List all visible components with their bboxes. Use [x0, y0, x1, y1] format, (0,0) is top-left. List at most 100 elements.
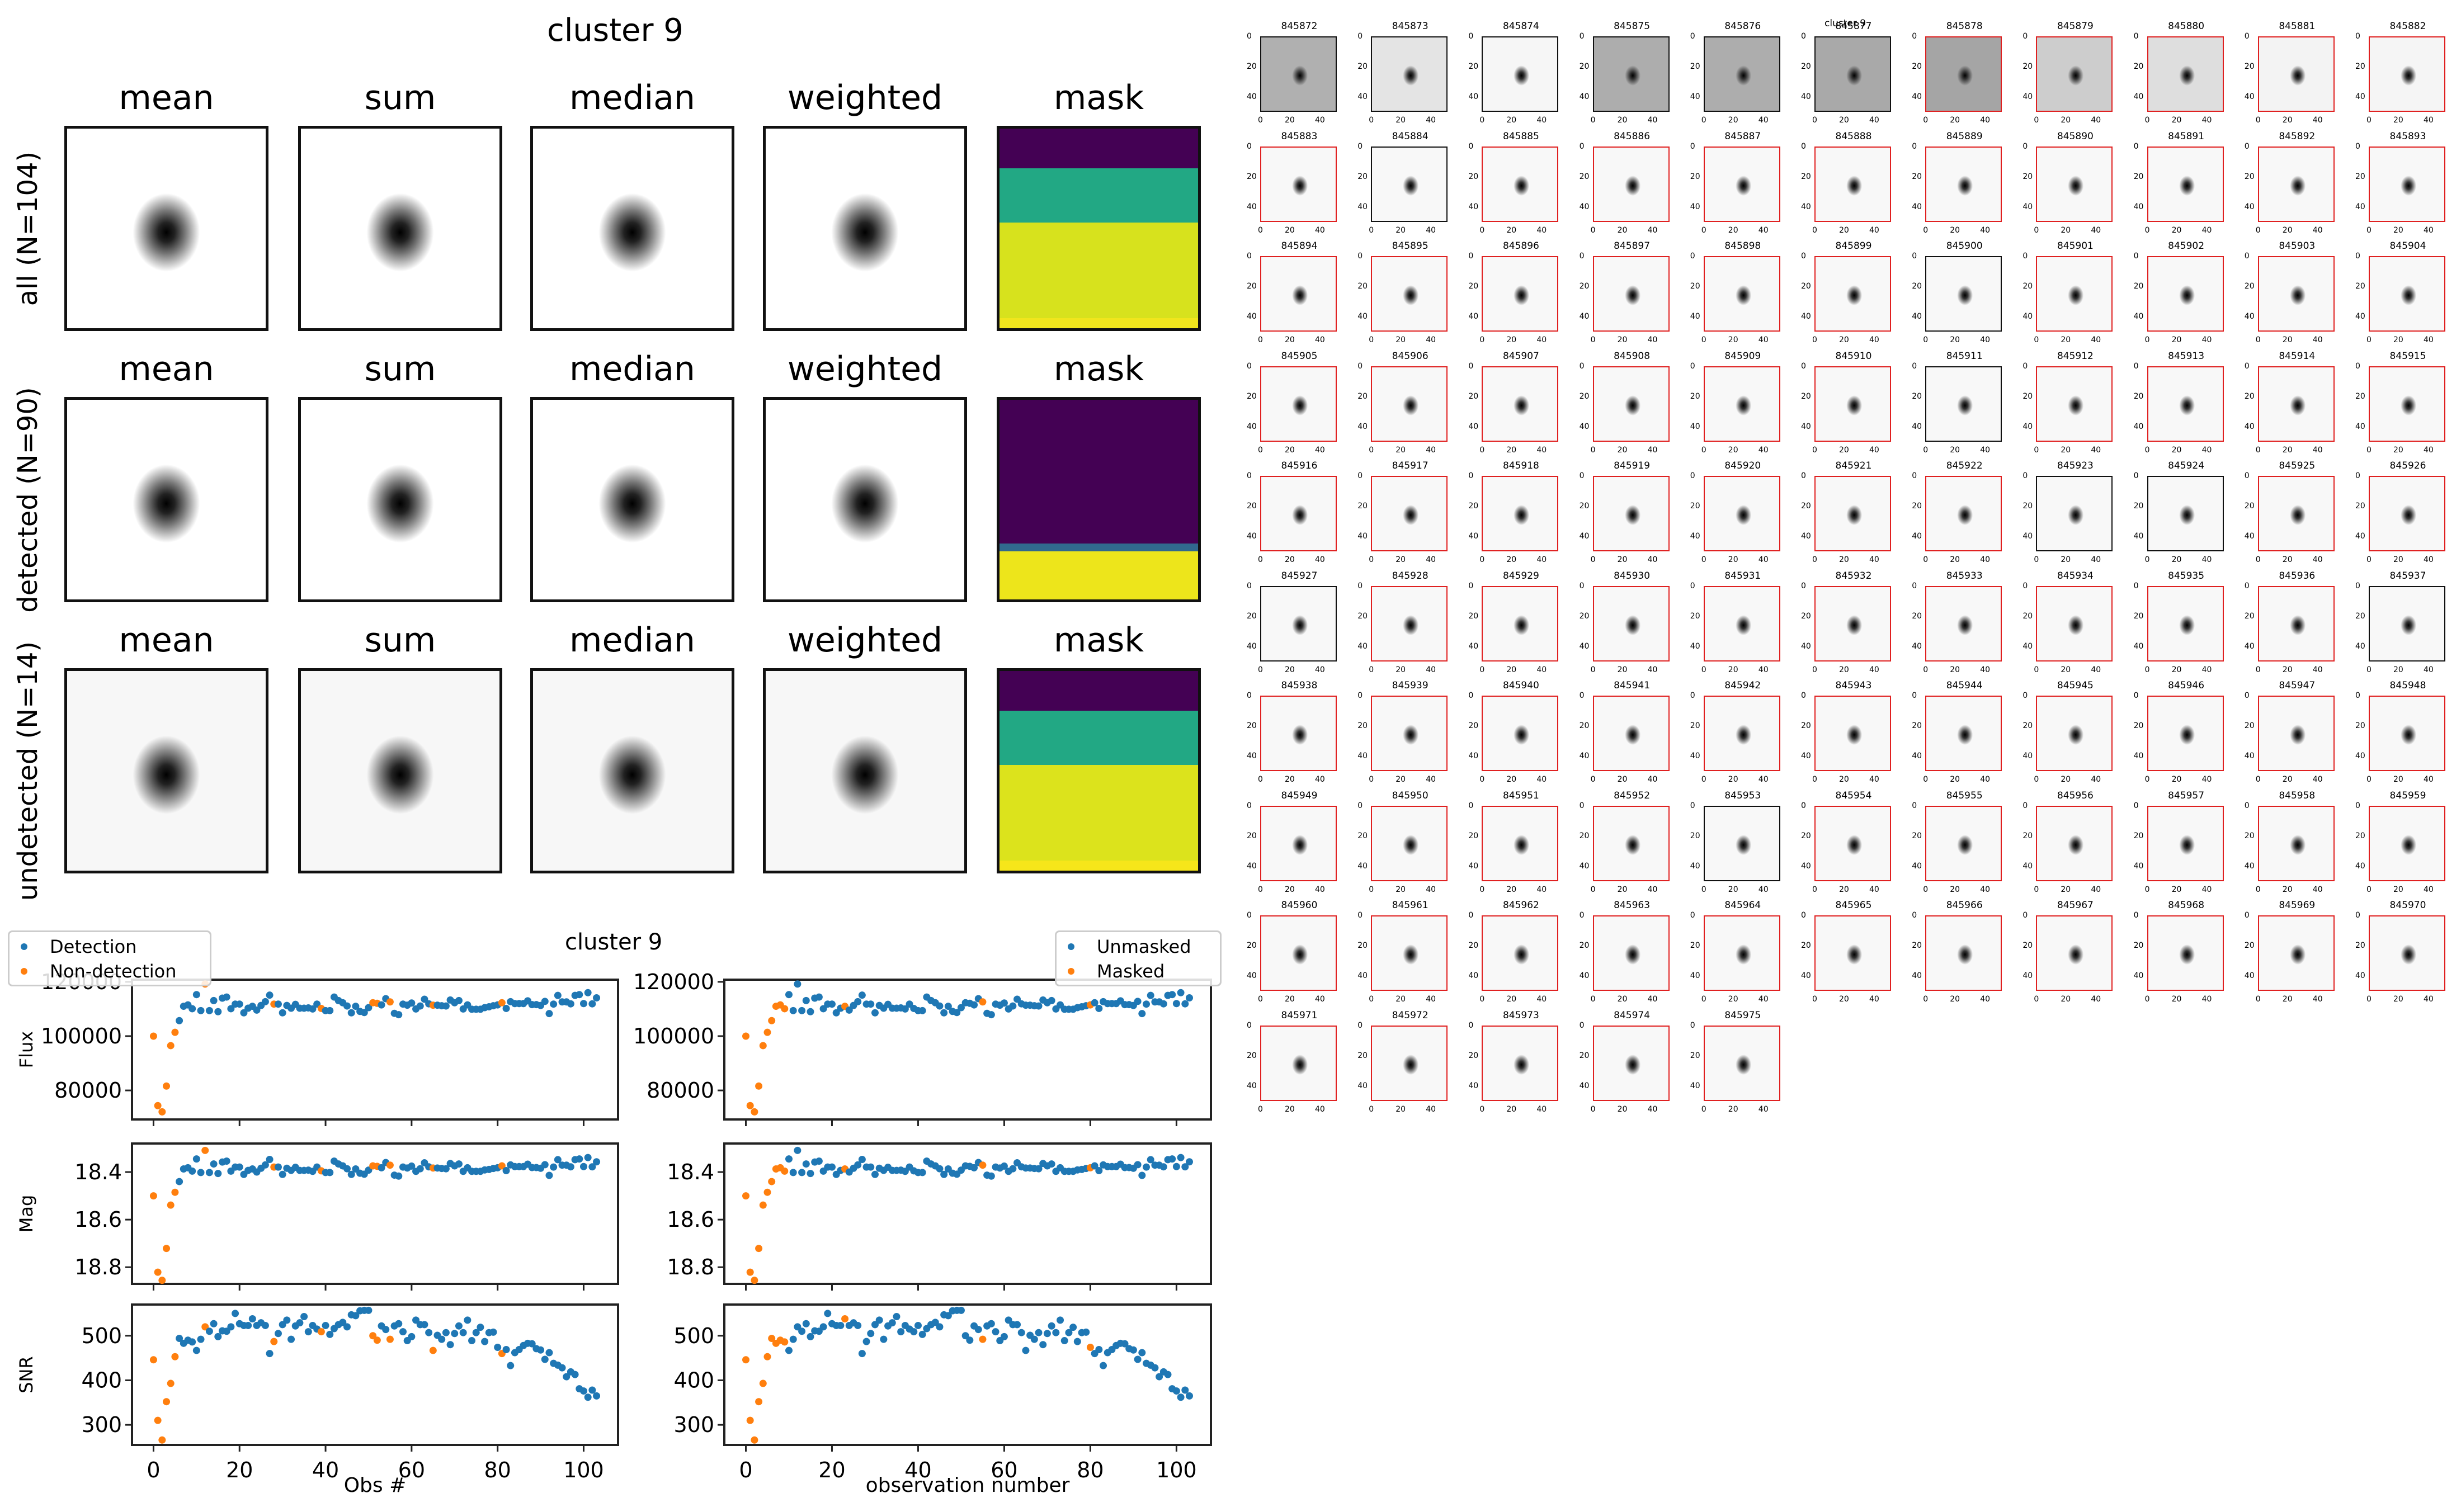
thumbnail-y-tick: 20: [1690, 831, 1700, 840]
thumbnail-id: 845897: [1614, 240, 1651, 252]
thumbnail-x-tick: 0: [1590, 1104, 1596, 1114]
thumbnail-y-tick: 0: [2244, 691, 2250, 700]
thumbnail-y-tick: 0: [1801, 361, 1806, 371]
thumbnail-y-tick: 40: [1579, 752, 1590, 760]
thumbnail-x-tick: 0: [2366, 336, 2372, 344]
thumbnail-x-tick: 40: [1536, 336, 1547, 344]
stacked-psf-image: [763, 668, 967, 873]
thumbnail-x-tick: 0: [1479, 775, 1485, 784]
thumbnail-y-tick: 0: [1690, 581, 1695, 590]
thumbnail-y-tick: 0: [1357, 361, 1363, 371]
thumbnail-y-tick: 0: [2022, 361, 2028, 371]
thumbnail-x-tick: 40: [1758, 336, 1769, 344]
thumbnail-image: [2147, 146, 2224, 222]
thumbnail-x-tick: 0: [1701, 885, 1706, 894]
column-title: sum: [364, 78, 436, 117]
data-point-orange: [781, 1167, 789, 1175]
thumbnail-x-tick: 0: [1701, 225, 1706, 235]
thumbnail-x-tick: 20: [1506, 225, 1517, 235]
thumbnail-x-tick: 0: [1369, 775, 1374, 784]
data-point-blue: [858, 1156, 866, 1164]
thumbnail-y-tick: 20: [1912, 941, 1922, 950]
data-point-blue: [871, 1170, 879, 1178]
thumbnail-x-tick: 20: [2061, 445, 2071, 455]
data-point-blue: [176, 1335, 183, 1343]
data-point-blue: [1095, 1166, 1103, 1174]
thumbnail-y-tick: 40: [1912, 312, 1922, 321]
data-point-blue: [970, 1164, 978, 1171]
thumbnail-x-tick: 0: [1923, 336, 1929, 344]
thumbnail-y-tick: 40: [1247, 532, 1257, 541]
thumbnail-image: [1592, 1025, 1670, 1101]
thumbnail-y-tick: 20: [1468, 611, 1479, 621]
data-point-blue: [304, 1328, 312, 1336]
data-point-blue: [395, 1011, 403, 1019]
thumbnail-id: 845892: [2279, 130, 2316, 142]
thumbnail-image: [2369, 915, 2445, 991]
thumbnail-y-tick: 40: [2355, 422, 2365, 431]
thumbnail-x-tick: 0: [1258, 995, 1263, 1004]
data-point-blue: [541, 1355, 549, 1363]
thumbnail-y-tick: 40: [1468, 752, 1479, 760]
thumbnail-id: 845882: [2389, 21, 2426, 32]
thumbnail-y-tick: 0: [1468, 141, 1474, 151]
thumbnail-y-tick: 0: [1468, 361, 1474, 371]
thumbnail-x-tick: 40: [2424, 665, 2434, 674]
thumbnail-x-tick: 0: [2034, 225, 2039, 235]
thumbnail-y-tick: 40: [1468, 202, 1479, 211]
thumbnail-x-tick: 0: [2255, 445, 2261, 455]
thumbnail-y-tick: 40: [1579, 641, 1590, 651]
thumbnail-x-tick: 0: [1479, 885, 1485, 894]
data-point-orange: [429, 1346, 437, 1354]
thumbnail-y-tick: 0: [1690, 801, 1695, 810]
thumbnail-y-tick: 0: [2244, 801, 2250, 810]
thumbnail-x-tick: 20: [2171, 775, 2182, 784]
thumbnail-image: [1260, 915, 1337, 991]
thumbnail-y-tick: 20: [2022, 172, 2033, 181]
thumbnail-y-tick: 40: [1579, 92, 1590, 101]
thumbnail-y-tick: 20: [1579, 172, 1590, 181]
data-point-blue: [464, 1316, 472, 1324]
thumbnail-x-tick: 0: [1258, 445, 1263, 455]
thumbnail-x-tick: 20: [1285, 995, 1295, 1004]
data-point-blue: [1000, 999, 1008, 1007]
column-title: mean: [119, 621, 214, 660]
data-point-blue: [867, 1163, 875, 1171]
thumbnail-x-tick: 0: [1369, 1104, 1374, 1114]
thumbnail-x-tick: 40: [1647, 775, 1658, 784]
thumbnail-y-tick: 40: [2133, 752, 2144, 760]
thumbnail-x-tick: 0: [1812, 555, 1817, 564]
thumbnail-image: [2257, 256, 2335, 332]
thumbnail-y-tick: 20: [2244, 941, 2255, 950]
thumbnail-x-tick: 20: [1395, 885, 1406, 894]
thumbnail-x-tick: 40: [2424, 336, 2434, 344]
data-point-orange: [979, 1161, 987, 1169]
thumbnail-image: [2036, 256, 2113, 332]
data-point-blue: [274, 1163, 282, 1171]
thumbnail-y-tick: 20: [2244, 62, 2255, 71]
data-point-blue: [507, 1362, 515, 1369]
data-point-blue: [1134, 1161, 1142, 1169]
thumbnail-y-tick: 20: [1357, 391, 1368, 401]
thumbnail-y-tick: 20: [1912, 721, 1922, 730]
thumbnail-y-tick: 40: [2355, 752, 2365, 760]
data-point-orange: [755, 1082, 763, 1090]
data-point-blue: [593, 1392, 601, 1400]
thumbnail-y-tick: 20: [1690, 62, 1700, 71]
thumbnail-y-tick: 40: [1690, 971, 1700, 980]
thumbnail-image: [2036, 805, 2113, 881]
thumbnail-x-tick: 40: [2091, 885, 2101, 894]
thumbnail-image: [1371, 146, 1448, 222]
thumbnail-image: [1814, 476, 1891, 551]
thumbnail-x-tick: 40: [2201, 995, 2212, 1004]
mask-band: [1000, 318, 1198, 328]
thumbnail-y-tick: 20: [1579, 391, 1590, 401]
thumbnail-y-tick: 0: [1579, 911, 1585, 920]
data-point-blue: [918, 1169, 926, 1176]
thumbnail-y-tick: 20: [2133, 391, 2144, 401]
data-point-orange: [171, 1028, 179, 1036]
thumbnail-y-tick: 20: [2244, 391, 2255, 401]
thumbnail-x-tick: 0: [1258, 665, 1263, 674]
thumbnail-x-tick: 20: [2171, 555, 2182, 564]
data-point-blue: [541, 1161, 549, 1169]
